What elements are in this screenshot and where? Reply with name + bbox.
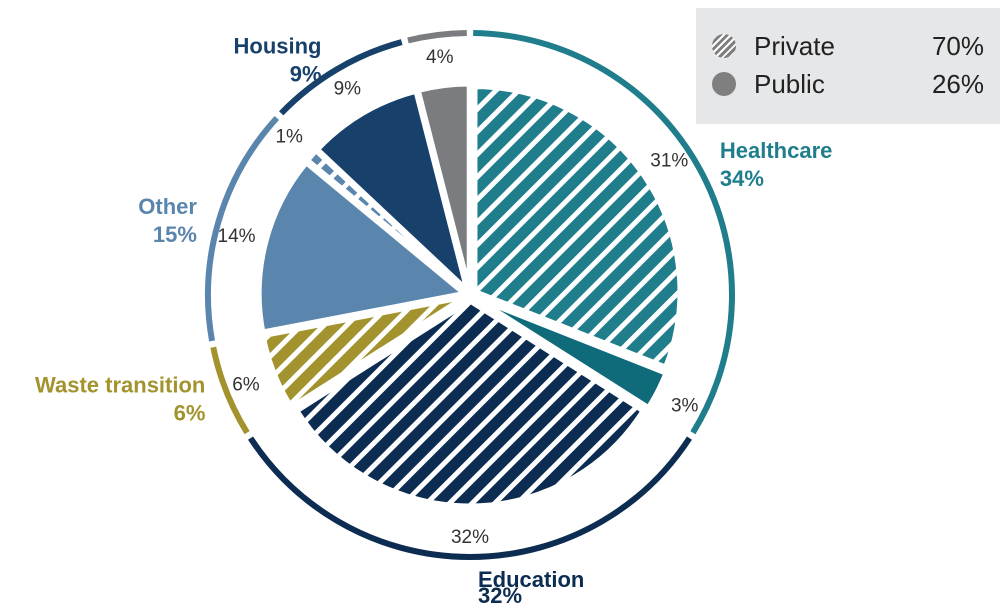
ring-arc-waste-transition <box>210 346 250 435</box>
ring-arc-other <box>205 115 280 342</box>
sector-name: Healthcare <box>720 138 833 163</box>
ring-arc-healthcare <box>473 30 735 435</box>
pie-slice-other-public <box>256 159 470 335</box>
legend-item-public: Public 26% <box>712 66 992 102</box>
sector-label-housing: Housing 9% <box>234 33 322 86</box>
legend-value: 26% <box>931 68 984 99</box>
pie-slices <box>256 81 683 509</box>
sector-total: 34% <box>720 166 764 191</box>
slice-label: 1% <box>275 127 303 148</box>
hatched-swatch-icon <box>712 34 736 58</box>
ring-arc-housing <box>279 39 403 116</box>
sector-total: 15% <box>153 222 197 247</box>
sector-name: Housing <box>234 33 322 58</box>
pie-slice-housing-public <box>313 88 472 298</box>
pie-slice-unlabeled-public <box>415 81 472 290</box>
pie-slice-waste-transition-private <box>260 294 466 411</box>
legend-label: Private <box>754 30 835 61</box>
sector-name: Waste transition <box>35 373 205 398</box>
sector-ring <box>205 30 735 560</box>
legend-item-private: Private 70% <box>712 28 992 64</box>
legend: Private 70% Public 26% <box>696 8 1000 124</box>
ring-arc-unlabeled <box>407 30 467 44</box>
sector-label-healthcare: Healthcare 34% <box>720 138 833 191</box>
pie-slice-education-private <box>293 298 647 509</box>
pie-slice-healthcare-private <box>472 84 683 371</box>
slice-label: 3% <box>671 395 699 416</box>
slice-labels: 31% 3% 32% 6% 14% 1% 9% 4% <box>218 47 699 548</box>
ring-arc-education <box>248 436 692 560</box>
sector-name: Other <box>138 194 197 219</box>
sector-label-other: Other 15% <box>138 194 197 247</box>
legend-label: Public <box>754 68 825 99</box>
slice-label: 4% <box>426 47 454 68</box>
legend-value: 70% <box>931 30 984 61</box>
sector-label-waste-transition: Waste transition 6% <box>35 373 205 426</box>
solid-swatch-icon <box>712 72 736 96</box>
slice-label: 14% <box>218 226 256 247</box>
slice-label: 32% <box>451 527 489 548</box>
slice-label: 31% <box>650 151 688 172</box>
sector-name: Education <box>478 567 584 592</box>
pie-slice-healthcare-public <box>474 295 670 412</box>
slice-label: 6% <box>232 375 260 396</box>
sector-total: 6% <box>174 401 206 426</box>
slice-label: 9% <box>334 79 362 100</box>
sector-total: 9% <box>290 61 322 86</box>
sector-total: 32% <box>478 583 522 608</box>
